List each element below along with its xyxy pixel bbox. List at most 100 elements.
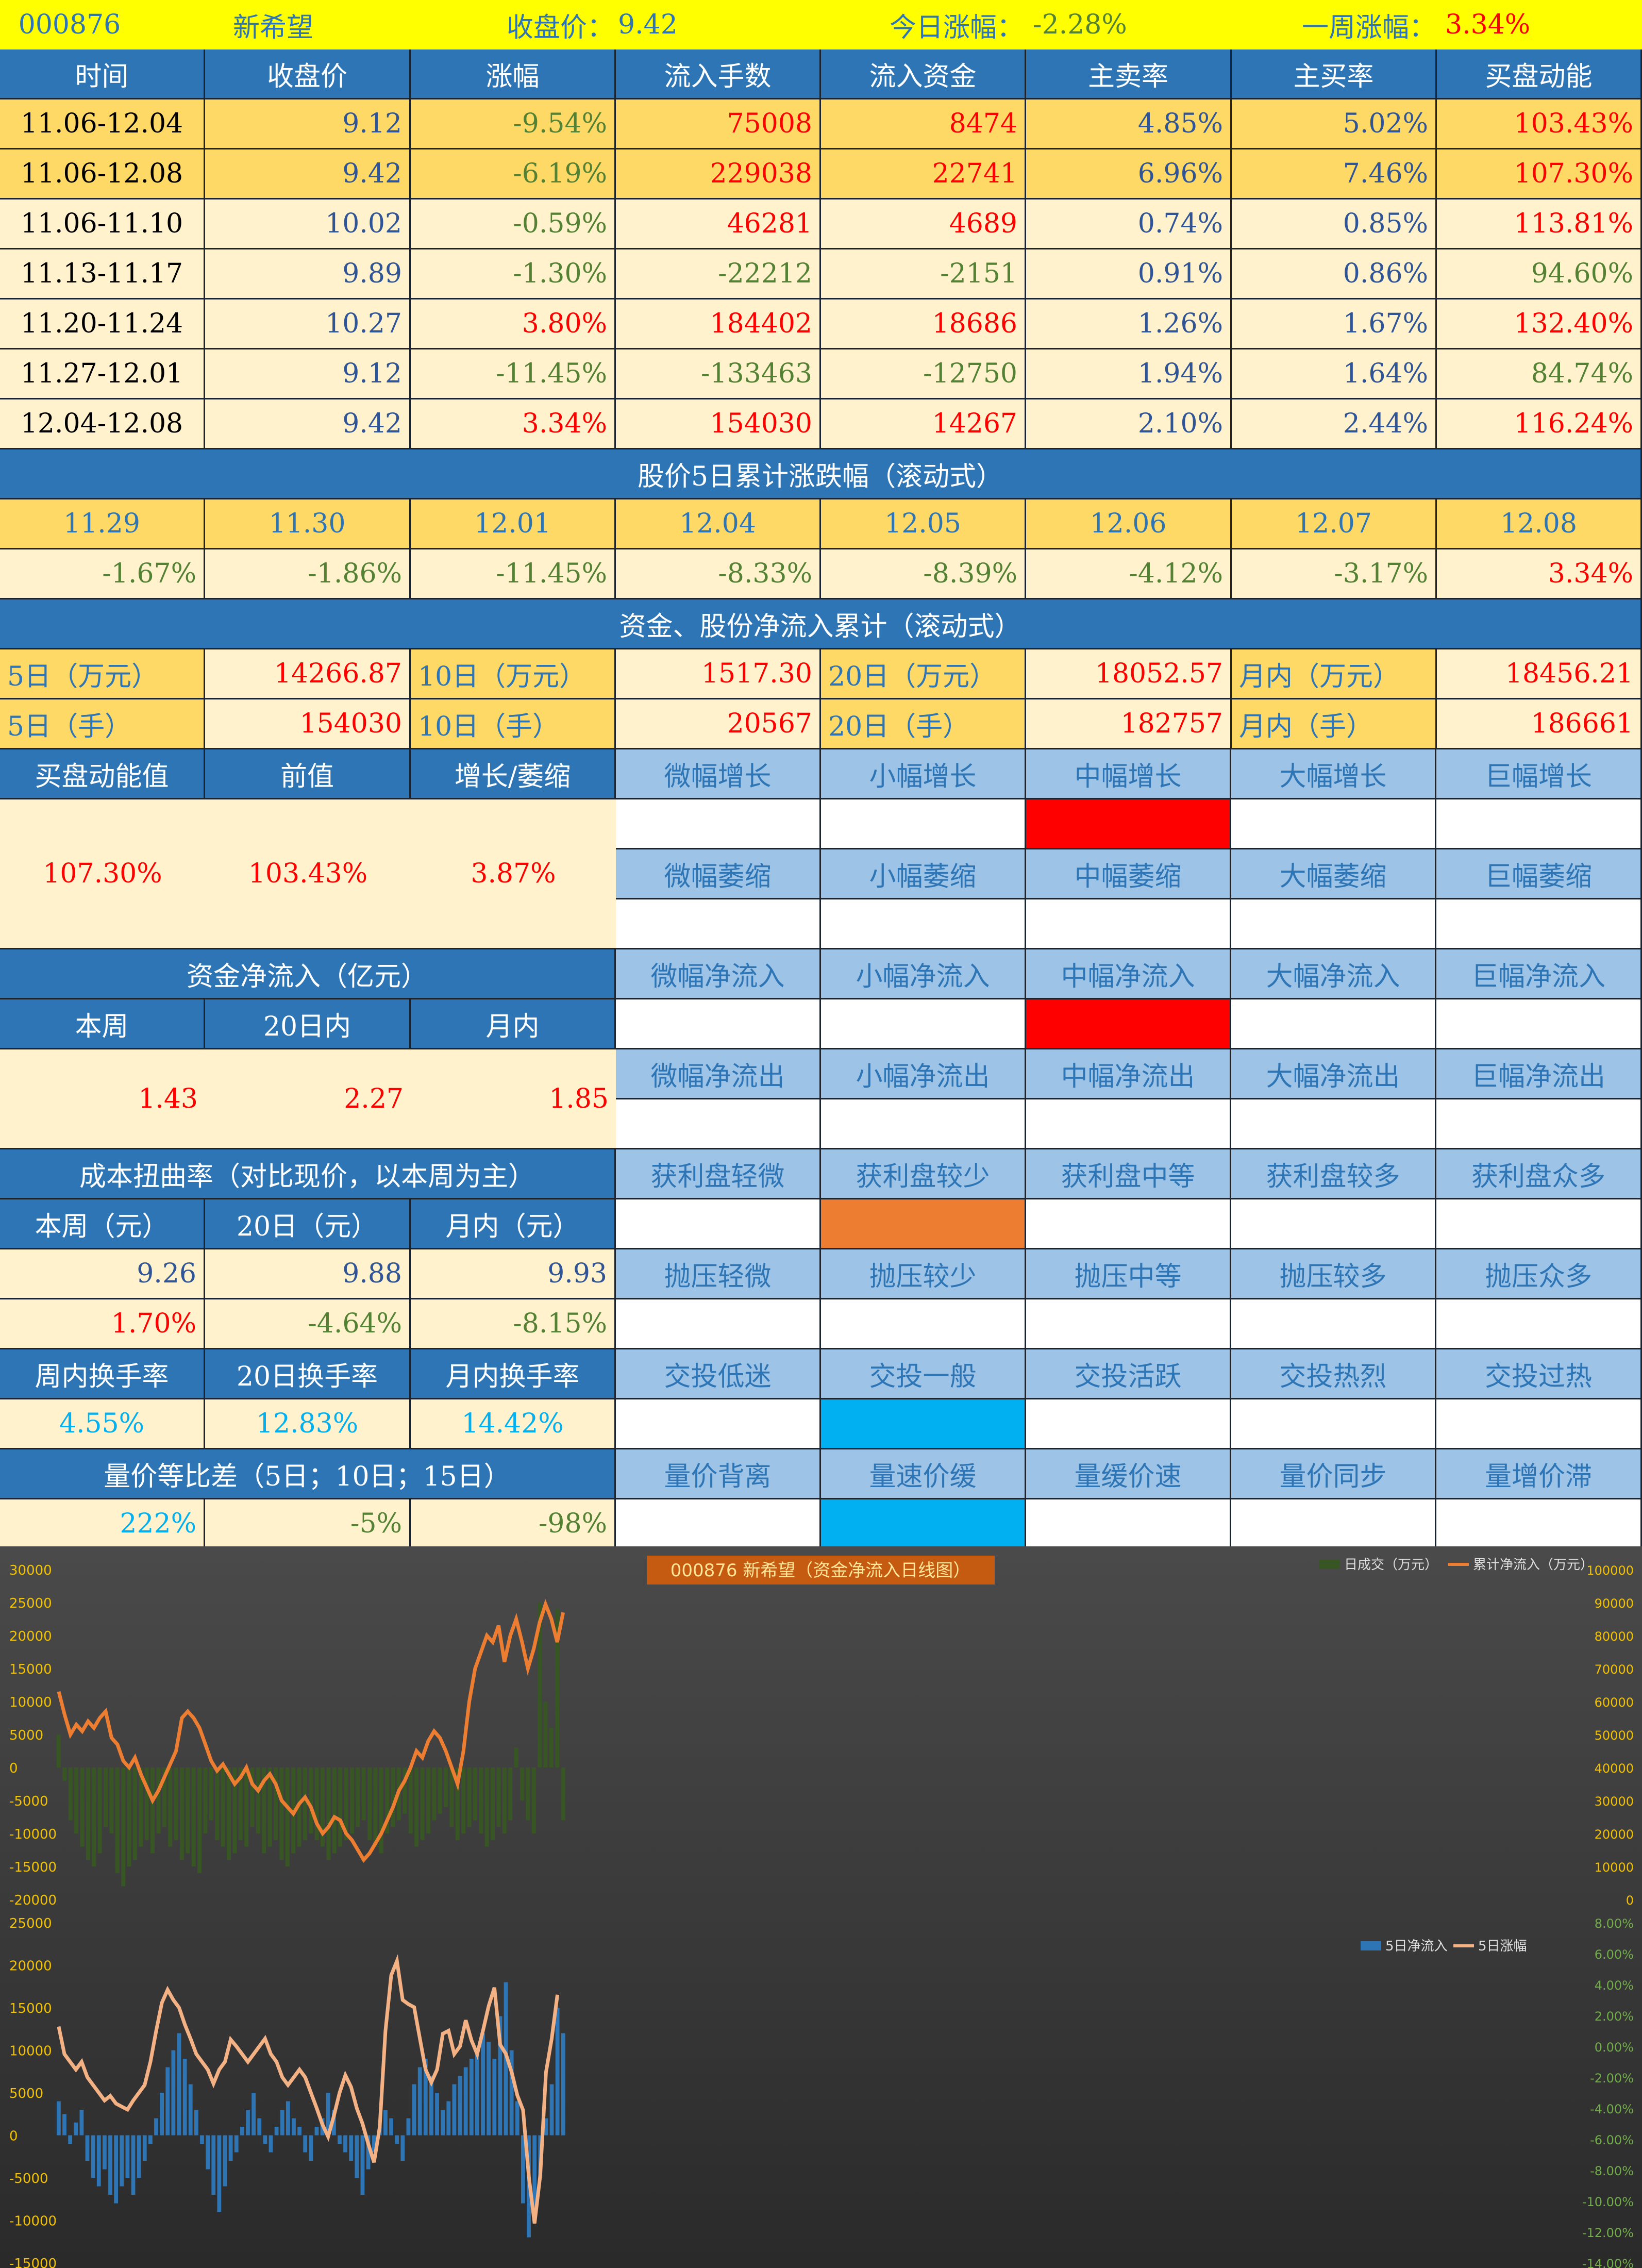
weekly-cell: 75008 <box>616 99 821 149</box>
cost-values-row: 9.26 9.88 9.93 抛压轻微 抛压较少 抛压中等 抛压较多 抛压众多 <box>0 1249 1642 1299</box>
grow-label: 中幅增长 <box>1026 749 1231 799</box>
bar-mark <box>423 2059 428 2136</box>
inflow-indicator <box>1026 999 1231 1049</box>
rolling5-value: -1.86% <box>205 549 411 599</box>
momentum-value: 107.30% <box>43 858 162 889</box>
rolling5-value: -3.17% <box>1232 549 1437 599</box>
bar-mark <box>121 1767 126 1887</box>
shrink-label: 小幅萎缩 <box>821 849 1026 899</box>
rolling5-title: 股价5日累计涨跌幅（滚动式） <box>0 449 1642 499</box>
weekly-header-cell: 流入资金 <box>821 49 1026 99</box>
rolling5-value: -8.33% <box>616 549 821 599</box>
rolling5-value: -8.39% <box>821 549 1026 599</box>
bar-mark <box>526 1767 530 1821</box>
bar-mark <box>102 2135 107 2170</box>
cost-value: 9.93 <box>411 1249 616 1299</box>
bar-mark <box>127 1767 131 1866</box>
weekly-cell: -22212 <box>616 249 821 299</box>
weekly-cell: 9.12 <box>205 99 411 149</box>
weekly-cell: 6.96% <box>1026 149 1232 199</box>
weekly-cell: -0.59% <box>411 199 616 249</box>
momentum-shrink-indicator <box>0 899 1642 949</box>
weekly-row: 11.13-11.17 9.89 -1.30% -22212 -2151 0.91% 0.8… <box>0 249 1642 299</box>
bar-mark <box>492 2059 497 2136</box>
shrink-indicator <box>821 899 1026 949</box>
weekly-cell: 12.04-12.08 <box>0 399 205 449</box>
bar-mark <box>521 2135 525 2204</box>
bar-mark <box>85 2135 90 2161</box>
bar-mark <box>211 2135 216 2195</box>
weekly-header-cell: 时间 <box>0 49 205 99</box>
bar-mark <box>274 2127 279 2136</box>
outflow-indicator <box>1436 1099 1642 1149</box>
weekly-cell: 2.44% <box>1232 399 1437 449</box>
right-axis-tick: 4.00% <box>1595 1978 1634 1993</box>
bar-mark <box>179 1767 184 1860</box>
bar-mark <box>232 1767 237 1854</box>
shrink-indicator <box>616 899 821 949</box>
bar-mark <box>544 2118 548 2136</box>
right-axis-tick: 30000 <box>1595 1794 1634 1809</box>
right-axis-tick: 20000 <box>1595 1827 1634 1842</box>
capital-out-labels: 微幅净流出 小幅净流出 中幅净流出 大幅净流出 巨幅净流出 <box>0 1049 1642 1099</box>
bar-mark <box>389 2118 393 2136</box>
cost-rates-row: 1.70% -4.64% -8.15% <box>0 1299 1642 1349</box>
weekly-cell: 0.74% <box>1026 199 1232 249</box>
momentum-values: 107.30% 103.43% 3.87% <box>0 799 616 949</box>
right-axis-tick: 80000 <box>1595 1629 1634 1644</box>
bar-mark <box>182 2059 187 2136</box>
title-bar: 000876 新希望 收盘价： 9.42 今日涨幅： -2.28% 一周涨幅： 3.34% <box>0 0 1642 49</box>
left-axis-tick: -15000 <box>9 2256 57 2268</box>
volprice-indicator <box>1436 1499 1642 1549</box>
momentum-shrink-labels: 微幅萎缩 小幅萎缩 中幅萎缩 大幅萎缩 巨幅萎缩 <box>0 849 1642 899</box>
capital-title-row: 资金净流入（亿元） 微幅净流入 小幅净流入 中幅净流入 大幅净流入 巨幅净流入 <box>0 949 1642 999</box>
bar-mark <box>420 1767 425 1840</box>
netflow-label: 5日（万元） <box>0 649 205 699</box>
capital-title: 资金净流入（亿元） <box>0 949 616 999</box>
bar-mark <box>444 1767 448 1807</box>
weekly-cell: 46281 <box>616 199 821 249</box>
cost-rate: -4.64% <box>205 1299 411 1349</box>
left-axis-tick: -10000 <box>9 1827 57 1842</box>
outflow-indicator <box>1231 1099 1436 1149</box>
turnover-indicator <box>1026 1399 1231 1449</box>
right-axis-tick: -14.00% <box>1582 2257 1634 2268</box>
shrink-indicator <box>1436 899 1642 949</box>
momentum-value: 3.87% <box>471 858 556 889</box>
right-axis-tick: -12.00% <box>1582 2226 1634 2240</box>
turnover-label: 交投过热 <box>1436 1349 1642 1399</box>
bar-mark <box>97 1767 102 1854</box>
left-axis-tick: -5000 <box>9 1794 48 1809</box>
weekly-cell: 5.02% <box>1232 99 1437 149</box>
momentum-header: 前值 <box>205 749 411 799</box>
inflow-label: 巨幅净流入 <box>1436 949 1642 999</box>
rolling5-date: 12.05 <box>821 499 1026 549</box>
bar-mark <box>286 2101 290 2136</box>
right-axis-tick: -4.00% <box>1590 2102 1634 2116</box>
rolling5-dates: 11.29 11.30 12.01 12.04 12.05 12.06 12.07 12.08 <box>0 499 1642 549</box>
bar-mark <box>171 2050 176 2136</box>
stock-name: 新希望 <box>232 12 313 43</box>
rolling5-date: 12.06 <box>1026 499 1232 549</box>
weekly-cell: 8474 <box>821 99 1026 149</box>
volprice-label: 量增价滞 <box>1436 1449 1642 1499</box>
netflow-label: 20日（手） <box>821 699 1026 749</box>
inflow-label: 中幅净流入 <box>1026 949 1231 999</box>
grow-indicator <box>821 799 1026 849</box>
bar-mark <box>91 2135 95 2178</box>
bar-mark <box>360 2135 365 2195</box>
netflow-value: 1517.30 <box>616 649 821 699</box>
bar-mark <box>252 2093 256 2136</box>
rolling5-date: 12.08 <box>1437 499 1642 549</box>
chart-5day-inflow: 25000 20000 15000 10000 5000 0 -5000 -10000 -150… <box>9 1916 1634 2268</box>
turnover-value: 4.55% <box>0 1399 205 1449</box>
weekly-cell: 107.30% <box>1437 149 1642 199</box>
weekly-cell: 2.10% <box>1026 399 1232 449</box>
weekly-cell: -6.19% <box>411 149 616 199</box>
turnover-label: 交投一般 <box>821 1349 1026 1399</box>
bar-mark <box>496 1767 501 1827</box>
pressure-indicator <box>1436 1299 1642 1349</box>
today-change-label: 今日涨幅： <box>889 12 1024 43</box>
weekly-header-cell: 主卖率 <box>1026 49 1232 99</box>
weekly-header-cell: 涨幅 <box>411 49 616 99</box>
